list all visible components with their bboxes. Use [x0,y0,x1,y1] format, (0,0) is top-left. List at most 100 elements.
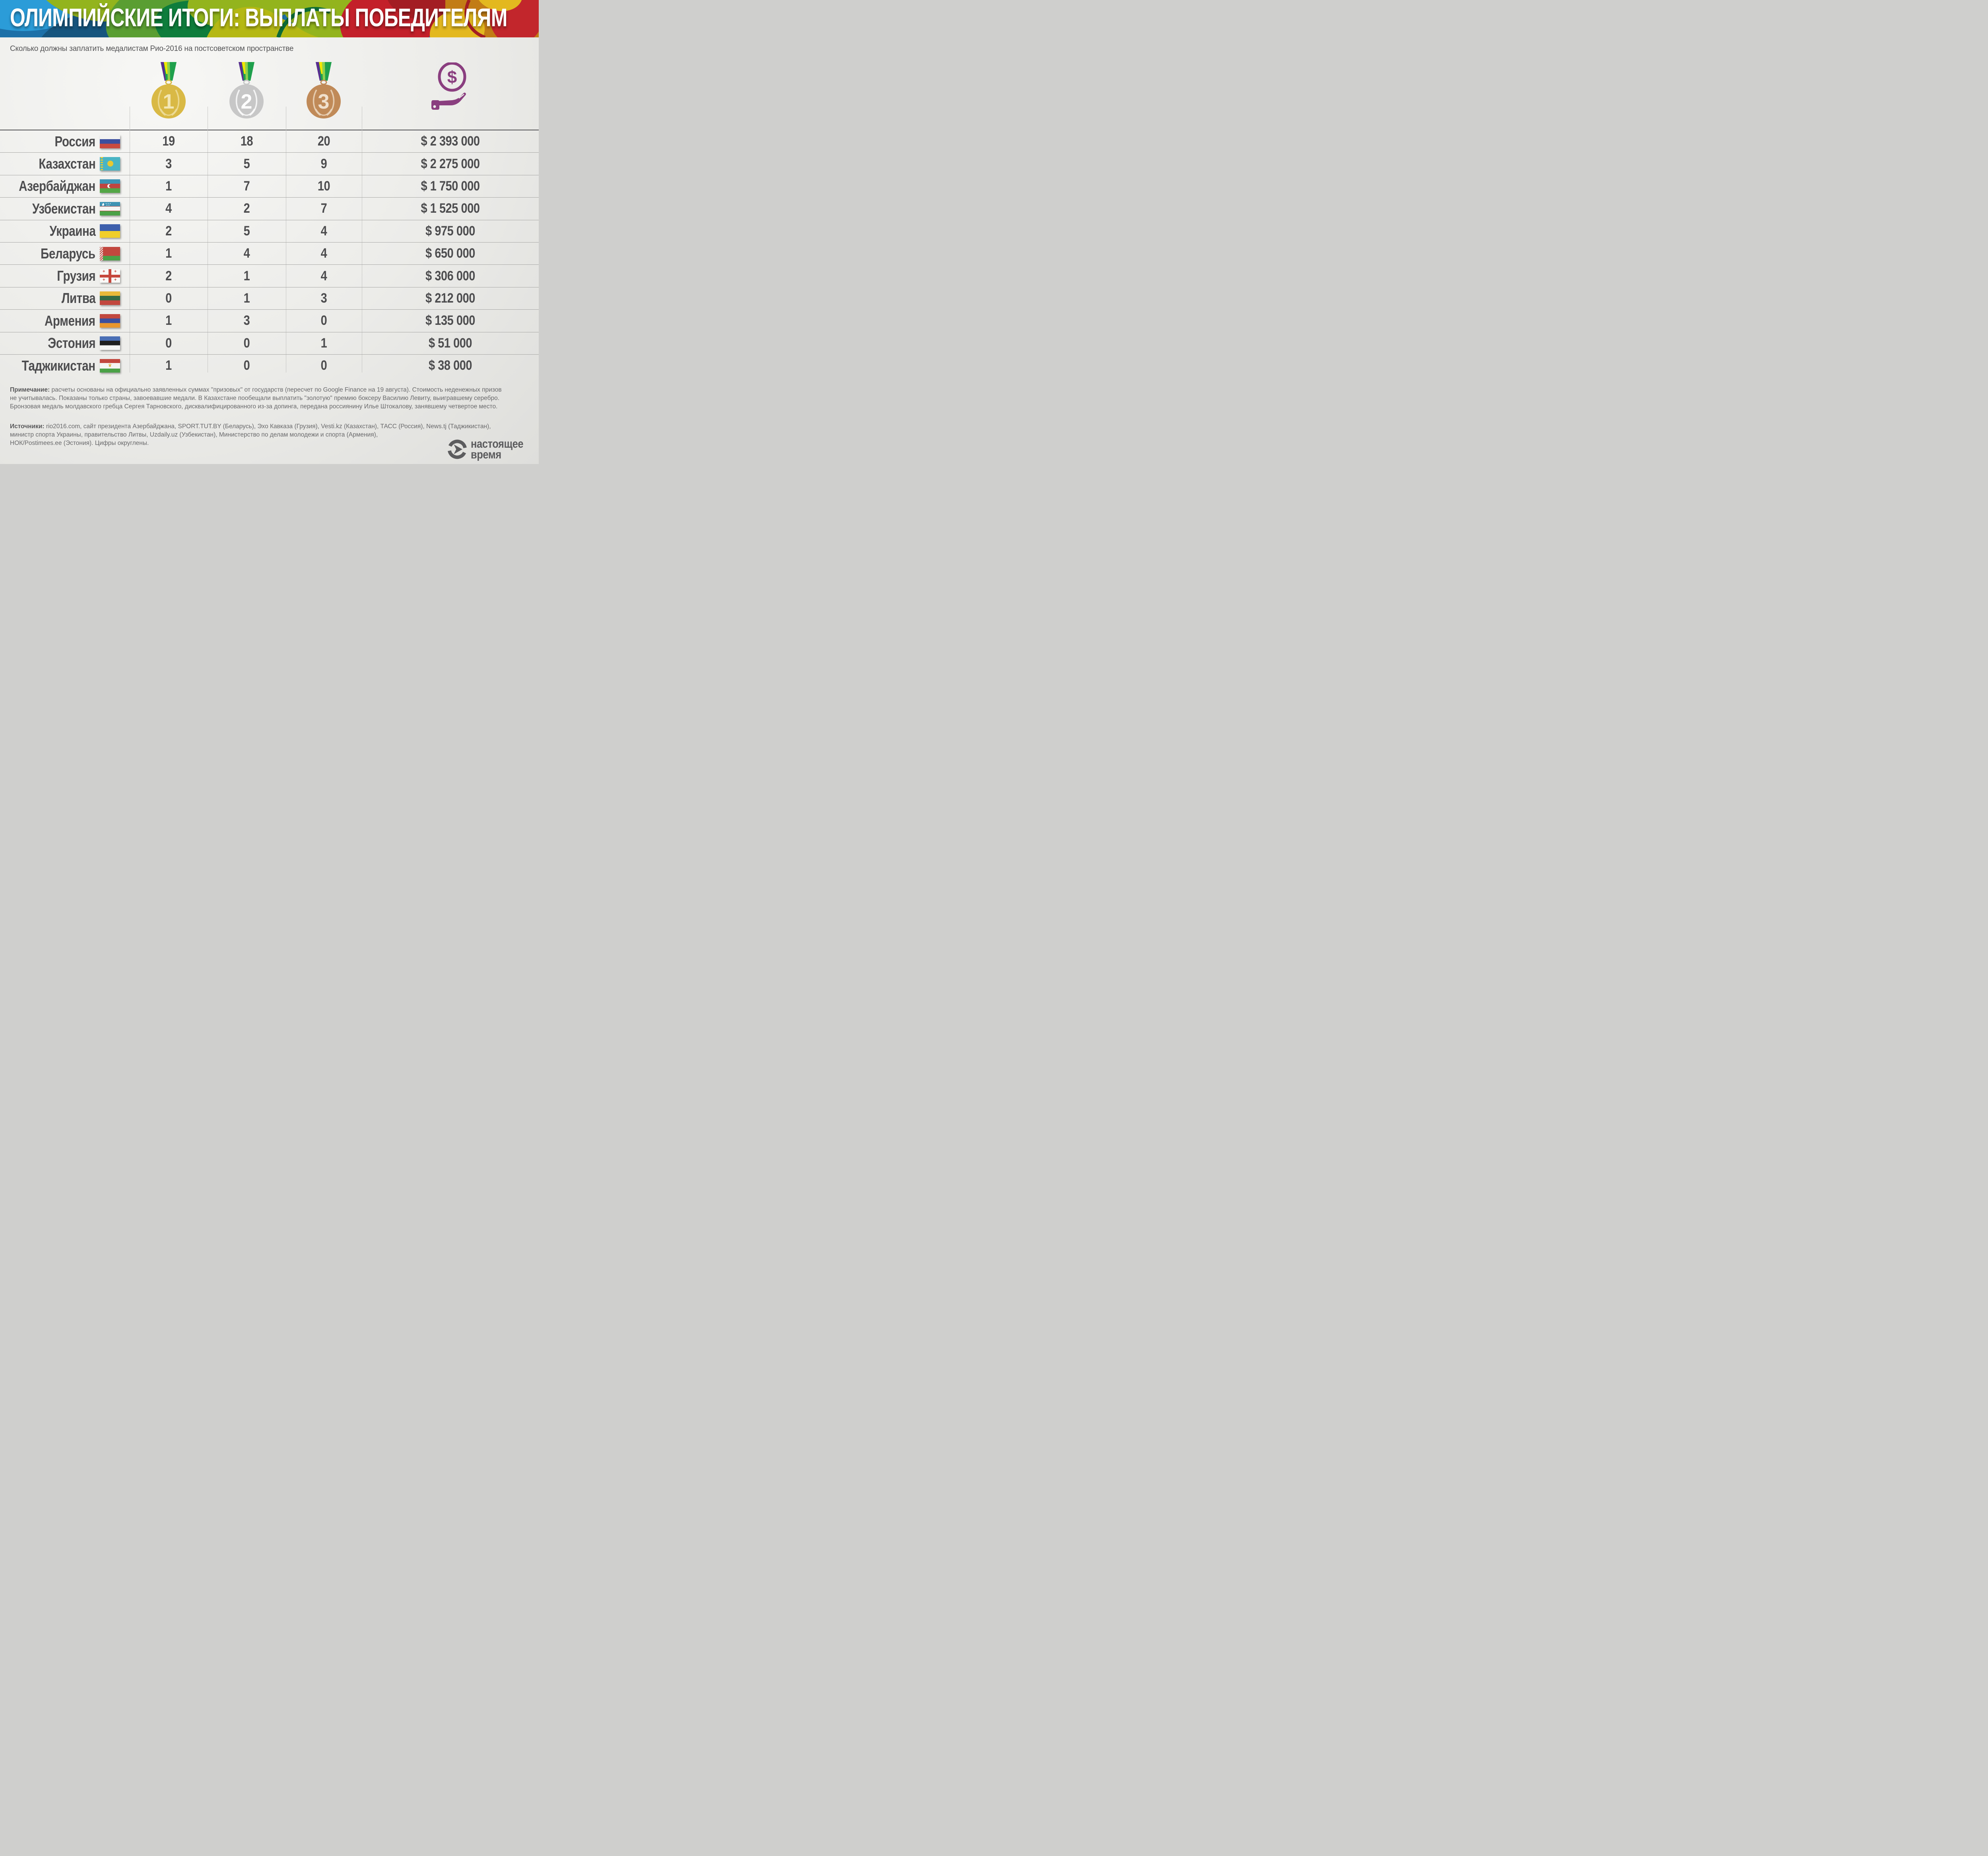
tajikistan-flag [100,359,120,373]
gold-count: 1 [165,313,172,328]
silver-count: 0 [243,335,250,351]
table-row: Россия 19 18 20 $ 2 393 000 [0,130,539,153]
note-label: Примечание: [10,386,50,393]
bronze-medal-icon: 3 [307,62,341,118]
payout-amount: $ 1 750 000 [421,178,480,194]
source-line: НОК/Postimees.ee (Эстония). Цифры округл… [10,440,149,447]
silver-count: 4 [243,246,250,261]
payout-amount: $ 135 000 [425,313,475,328]
table-row: Азербайджан 1 7 10 $ 1 750 000 [0,175,539,198]
source-line: министр спорта Украины, правительство Ли… [10,431,378,438]
silver-count: 7 [243,178,250,194]
page-title: ОЛИМПИЙСКИЕ ИТОГИ: ВЫПЛАТЫ ПОБЕДИТЕЛЯМ [10,3,507,32]
table-row: Литва 0 1 3 $ 212 000 [0,287,539,310]
silver-count: 5 [243,223,250,239]
table-row: Украина 2 5 4 $ 975 000 [0,220,539,243]
country-cell: Эстония [0,335,130,351]
silver-count: 2 [243,201,250,216]
payout-amount: $ 2 275 000 [421,156,480,171]
payout-amount: $ 650 000 [425,246,475,261]
masthead: ОЛИМПИЙСКИЕ ИТОГИ: ВЫПЛАТЫ ПОБЕДИТЕЛЯМ [0,0,539,37]
bronze-count: 10 [317,178,330,194]
country-name: Армения [45,312,95,329]
gold-count: 3 [165,156,172,171]
country-name: Россия [54,133,96,149]
bronze-count: 9 [320,156,327,171]
country-name: Эстония [48,335,95,351]
note-line: Бронзовая медаль молдавского гребца Серг… [10,403,498,410]
gold-count: 0 [165,335,172,351]
medal-rank-1: 1 [163,90,175,113]
russia-flag [100,134,120,148]
table-body: Россия 19 18 20 $ 2 393 000 Казахстан 3 … [0,130,539,377]
infographic-page: ОЛИМПИЙСКИЕ ИТОГИ: ВЫПЛАТЫ ПОБЕДИТЕЛЯМ С… [0,0,539,464]
gold-count: 1 [165,358,172,373]
gold-count: 2 [165,223,172,239]
note-block: Примечание: расчеты основаны на официаль… [10,386,531,412]
belarus-flag [100,247,120,260]
gold-count: 4 [165,201,172,216]
table-row: Таджикистан 1 0 0 $ 38 000 [0,355,539,377]
sources-label: Источники: [10,423,45,430]
country-name: Украина [49,223,95,239]
georgia-flag [100,269,120,283]
country-cell: Узбекистан [0,200,130,217]
country-name: Узбекистан [32,200,96,217]
hand [431,92,466,110]
payout-amount: $ 38 000 [428,358,472,373]
country-cell: Россия [0,133,130,150]
table-row: Армения 1 3 0 $ 135 000 [0,310,539,332]
payout-amount: $ 1 525 000 [421,201,480,216]
payout-amount: $ 212 000 [425,290,475,306]
note-line: Примечание: расчеты основаны на официаль… [10,386,502,393]
silver-count: 1 [243,268,250,283]
silver-count: 0 [243,358,250,373]
silver-count: 3 [243,313,250,328]
gold-medal-icon: 1 [151,62,186,118]
country-name: Таджикистан [21,357,95,374]
bronze-count: 0 [320,358,327,373]
country-name: Беларусь [41,245,96,262]
rio-abstract-background [0,0,539,37]
table-row: Эстония 0 0 1 $ 51 000 [0,332,539,355]
sources-block: Источники: rio2016.com, сайт президента … [10,423,531,448]
note-line: не учитывалась. Показаны только страны, … [10,395,500,402]
table-row: Грузия 2 1 4 $ 306 000 [0,265,539,287]
armenia-flag [100,314,120,328]
table-row: Беларусь 1 4 4 $ 650 000 [0,243,539,265]
estonia-flag [100,336,120,350]
silver-count: 5 [243,156,250,171]
bronze-count: 4 [320,246,327,261]
payout-amount: $ 51 000 [428,335,472,351]
country-cell: Азербайджан [0,178,130,194]
ukraine-flag [100,224,120,238]
source-line: Источники: rio2016.com, сайт президента … [10,423,491,430]
silver-medal-icon: 2 [229,62,264,118]
azerbaijan-flag [100,179,120,193]
country-name: Азербайджан [19,178,95,194]
country-cell: Таджикистан [0,357,130,374]
logo-wordmark: настоящее время [470,437,524,461]
lithuania-flag [100,291,120,305]
table-row: Узбекистан 4 2 7 $ 1 525 000 [0,198,539,220]
country-cell: Грузия [0,268,130,284]
bronze-count: 3 [320,290,327,306]
play-circle-icon [447,439,467,459]
country-cell: Беларусь [0,245,130,262]
page-subtitle: Сколько должны заплатить медалистам Рио-… [10,45,294,53]
medal-rank-3: 3 [318,90,330,113]
gold-count: 1 [165,178,172,194]
country-name: Грузия [57,268,95,284]
gold-count: 0 [165,290,172,306]
gold-count: 19 [162,134,175,149]
payout-amount: $ 306 000 [425,268,475,283]
silver-count: 1 [243,290,250,306]
bronze-count: 20 [317,134,330,149]
country-cell: Армения [0,313,130,329]
bronze-count: 7 [320,201,327,216]
country-cell: Литва [0,290,130,307]
country-cell: Казахстан [0,155,130,172]
bronze-count: 1 [320,335,327,351]
payout-amount: $ 2 393 000 [421,134,480,149]
dollar-sign: $ [447,68,457,87]
